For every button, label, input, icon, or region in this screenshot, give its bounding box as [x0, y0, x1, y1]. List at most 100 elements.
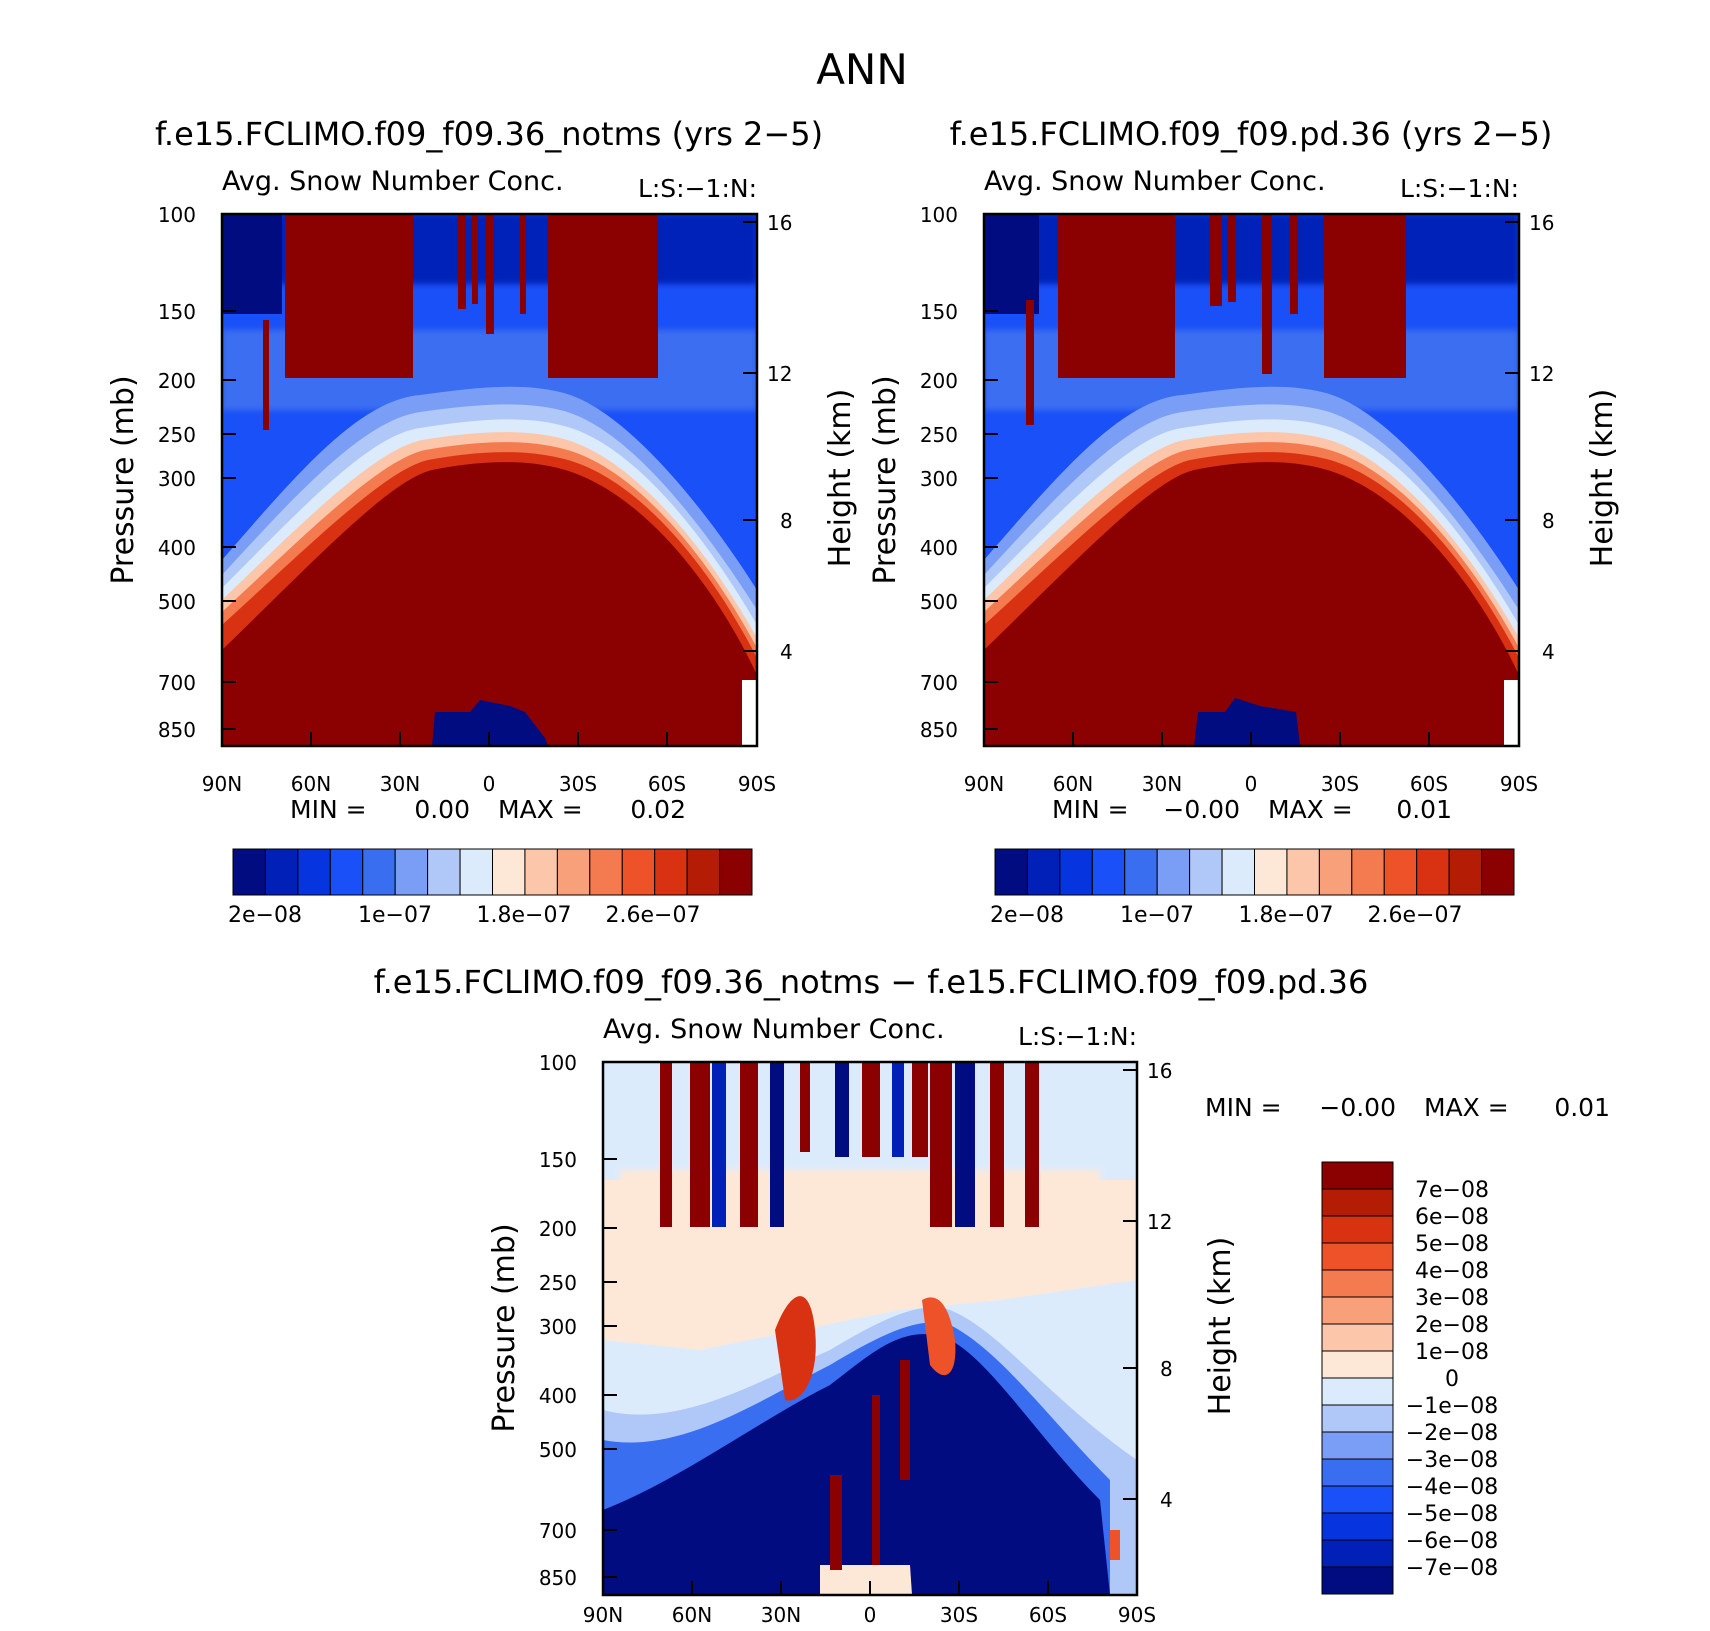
field-lower-anomaly [1194, 698, 1300, 746]
colorbar-label: 0 [1445, 1367, 1459, 1392]
panel-right-min-value: −0.00 [1163, 795, 1240, 824]
height-tick-12: 12 [1529, 362, 1554, 386]
panel-right-colorbar-labels: 2e−08 1e−07 1.8e−07 2.6e−07 [990, 903, 1462, 928]
field-right-gap [1504, 680, 1519, 746]
colorbar-label: 2e−08 [990, 903, 1064, 928]
x-tick-0: 0 [864, 1603, 877, 1627]
y-tick-500: 500 [539, 1438, 577, 1462]
field-upper-streak-1 [660, 1062, 672, 1227]
field-upper-block-2 [548, 214, 658, 378]
field-upper-streak-4 [740, 1062, 758, 1227]
panel-diff-colorbar-labels: 7e−086e−085e−084e−083e−082e−081e−080−1e−… [1406, 1178, 1498, 1581]
panel-left-min-value: 0.00 [414, 795, 470, 824]
panel-diff-y-tickmarks [603, 1061, 1137, 1578]
panel-left-colorbar [232, 848, 753, 896]
panel-right-min-label: MIN = [1052, 795, 1129, 824]
colorbar-swatch [297, 848, 331, 896]
panel-diff-max-label: MAX = [1424, 1093, 1509, 1122]
field-upper-block-1 [1058, 214, 1175, 378]
colorbar-swatch [654, 848, 688, 896]
field-upper-streak-3 [486, 214, 494, 334]
panel-diff-min-label: MIN = [1205, 1093, 1282, 1122]
colorbar-label: −3e−08 [1406, 1448, 1498, 1473]
panel-right-field [984, 214, 1519, 746]
panel-left-min-label: MIN = [290, 795, 367, 824]
y-tick-850: 850 [539, 1566, 577, 1590]
colorbar-swatch [621, 848, 656, 896]
colorbar-swatch [524, 848, 558, 896]
field-top-left-deep [984, 214, 1039, 314]
colorbar-swatch [1351, 848, 1385, 896]
y-tick-500: 500 [158, 590, 196, 614]
field-upper-streak-7 [835, 1062, 849, 1157]
colorbar-swatch [264, 848, 299, 896]
colorbar-swatch [1481, 848, 1515, 896]
colorbar-swatch [1321, 1296, 1394, 1325]
height-tick-16: 16 [767, 211, 792, 235]
y-tick-700: 700 [158, 671, 196, 695]
colorbar-swatch [232, 848, 266, 896]
field-upper-streak-11 [930, 1062, 952, 1227]
colorbar-swatch [1321, 1566, 1394, 1595]
field-upper-streak-8 [862, 1062, 880, 1157]
field-upper-block-2 [1324, 214, 1406, 378]
panel-left-max-value: 0.02 [630, 795, 686, 824]
colorbar-swatch [459, 848, 493, 896]
y-tick-150: 150 [158, 300, 196, 324]
colorbar-swatch [1221, 848, 1256, 896]
y-tick-200: 200 [158, 369, 196, 393]
colorbar-swatch [1321, 1215, 1394, 1244]
y-tick-700: 700 [539, 1519, 577, 1543]
colorbar-swatch [329, 848, 364, 896]
colorbar-label: 3e−08 [1415, 1286, 1489, 1311]
field-upper-streak-5 [650, 214, 658, 374]
colorbar-swatch [1286, 848, 1320, 896]
field-upper-streak-3 [1262, 214, 1272, 374]
y-tick-400: 400 [920, 536, 958, 560]
field-upper-streak-9 [892, 1062, 904, 1157]
panel-left-right-ticks: 16 12 8 4 [767, 211, 793, 664]
colorbar-swatch [1321, 1512, 1394, 1541]
height-tick-12: 12 [767, 362, 792, 386]
y-tick-500: 500 [920, 590, 958, 614]
colorbar-swatch [994, 848, 1028, 896]
y-tick-400: 400 [158, 536, 196, 560]
field-warm-blob-2 [922, 1297, 956, 1376]
field-upper-streak-5 [770, 1062, 784, 1227]
field-upper-streak-1 [458, 214, 466, 309]
x-tick-60N: 60N [291, 772, 331, 796]
colorbar-swatch [1321, 1161, 1394, 1190]
panel-right-y-axis-label: Pressure (mb) [868, 375, 903, 584]
colorbar-swatch [1321, 1539, 1394, 1568]
panel-right-colorbar [994, 848, 1515, 896]
x-tick-60N: 60N [672, 1603, 712, 1627]
field-cool-core [603, 1334, 1110, 1595]
colorbar-swatch [1321, 1350, 1394, 1379]
field-upper-streak-6 [263, 320, 269, 430]
colorbar-swatch [1321, 1485, 1394, 1514]
field-upper-streak-13 [990, 1062, 1004, 1227]
colorbar-swatch [1156, 848, 1191, 896]
colorbar-label: 1.8e−07 [477, 903, 572, 928]
x-tick-0: 0 [483, 772, 496, 796]
colorbar-label: 2.6e−07 [606, 903, 701, 928]
panel-right-right-ticks: 16 12 8 4 [1529, 211, 1555, 664]
field-upper-streak-1 [1210, 214, 1222, 306]
field-lower-streak-2 [872, 1395, 880, 1565]
x-tick-0: 0 [1245, 772, 1258, 796]
panel-left-variable-label: Avg. Snow Number Conc. [222, 166, 564, 197]
y-tick-400: 400 [539, 1384, 577, 1408]
y-tick-100: 100 [920, 203, 958, 227]
colorbar-label: 2.6e−07 [1368, 903, 1463, 928]
colorbar-swatch [1448, 848, 1483, 896]
field-upper-streak-14 [1025, 1062, 1039, 1227]
colorbar-label: −4e−08 [1406, 1475, 1498, 1500]
panel-diff-max-value: 0.01 [1554, 1093, 1610, 1122]
field-upper-streak-2 [472, 214, 478, 304]
panel-diff-right-ticks: 16 12 8 4 [1147, 1059, 1173, 1512]
panel-left-max-label: MAX = [498, 795, 583, 824]
field-upper-block-1 [285, 214, 413, 378]
panel-diff-right-axis-label: Height (km) [1203, 1237, 1238, 1416]
panel-left-title: f.e15.FCLIMO.f09_f09.36_notms (yrs 2−5) [155, 115, 823, 153]
colorbar-label: 2e−08 [228, 903, 302, 928]
